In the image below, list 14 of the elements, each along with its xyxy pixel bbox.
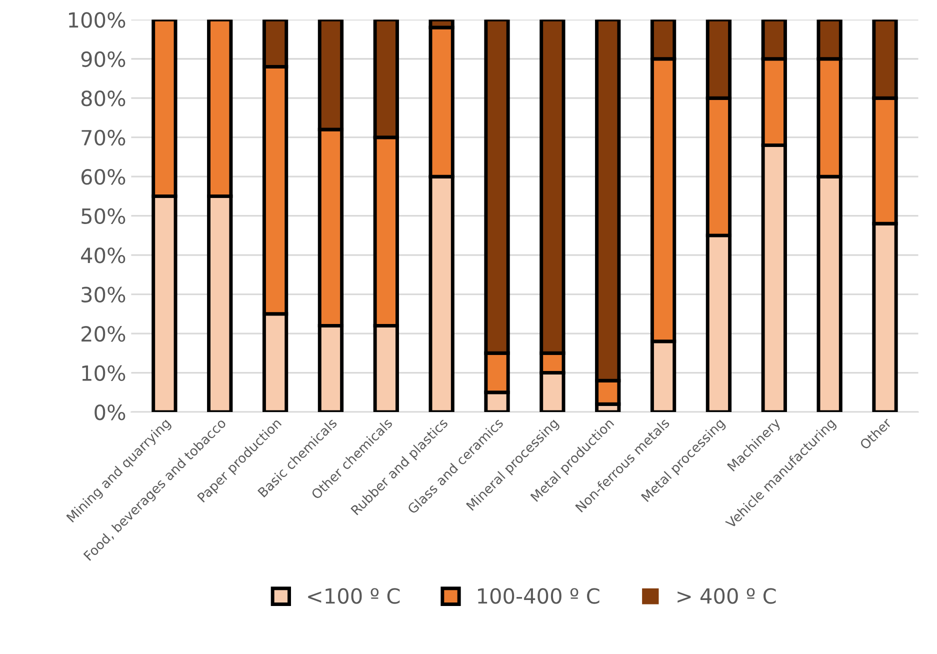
y-tick-label: 40% (81, 248, 126, 264)
y-tick-label: 20% (82, 326, 126, 342)
y-tick-label: 30% (82, 286, 126, 303)
y-tick-label: 10% (82, 365, 126, 381)
y-tick-label: 60% (81, 169, 126, 185)
y-tick-label: 0% (94, 404, 126, 420)
y-tick-label: 50% (82, 208, 126, 224)
legend-label: 100-400 º C (478, 588, 600, 604)
y-tick-label: 80% (81, 90, 126, 106)
legend-label: > 400 º C (678, 588, 776, 604)
y-tick-label: 90% (81, 51, 126, 68)
y-tick-label: 100% (69, 12, 126, 28)
legend-label: <100 º C (308, 588, 400, 604)
y-tick-label: 70% (82, 130, 126, 146)
